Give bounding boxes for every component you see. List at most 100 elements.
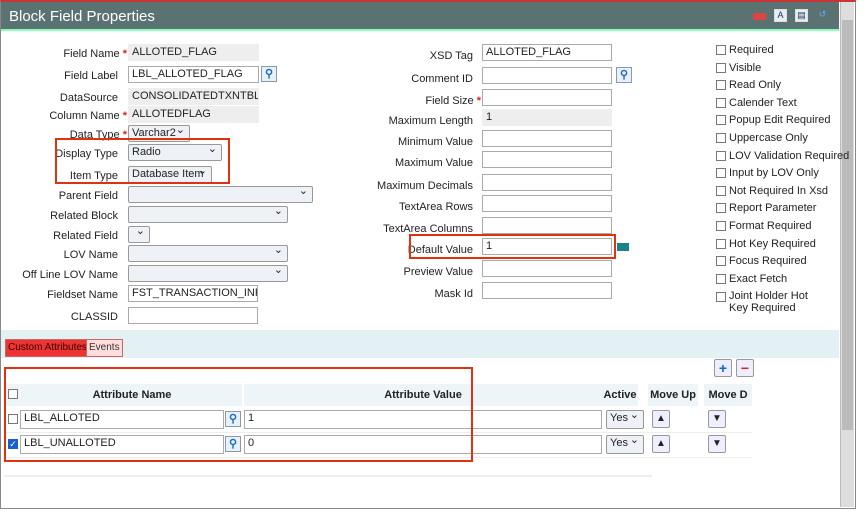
table-row: ✓ LBL_UNALLOTED ⚲ 0 Yes ▲ ▼ — [4, 433, 752, 458]
field_size-label: Field Size * — [425, 95, 481, 107]
checkbox-format-required[interactable]: Format Required — [716, 220, 812, 232]
field_label-label: Field Label — [64, 70, 118, 82]
checkbox-hot-key-required[interactable]: Hot Key Required — [716, 238, 816, 250]
header-attribute-name: Attribute Name — [22, 384, 242, 406]
item_type-label: Item Type — [69, 170, 118, 182]
max_length-label: Maximum Length — [388, 115, 473, 127]
display_type-label: Display Type — [55, 148, 118, 160]
field-label-lookup-icon[interactable]: ⚲ — [261, 66, 277, 82]
related_block-label: Related Block — [50, 210, 118, 222]
classid-label: CLASSID — [70, 311, 118, 323]
parent_field-label: Parent Field — [58, 190, 118, 202]
attribute-name-input[interactable]: LBL_ALLOTED — [20, 410, 224, 429]
max_value-input[interactable] — [482, 151, 612, 168]
checkbox-lov-validation-required[interactable]: LOV Validation Required — [716, 150, 849, 162]
xsd_tag-label: XSD Tag — [429, 50, 473, 62]
min_value-label: Minimum Value — [398, 136, 473, 148]
textarea_cols-input[interactable] — [482, 217, 612, 234]
highlight-attributes — [4, 367, 473, 462]
tab-events[interactable]: Events — [86, 339, 123, 357]
max_value-label: Maximum Value — [394, 157, 473, 169]
column_name-field: ALLOTEDFLAG — [128, 106, 259, 123]
offline_lov-select[interactable] — [128, 263, 288, 282]
window-title: Block Field Properties — [9, 8, 155, 25]
header-move-down: Move D — [704, 384, 752, 406]
remove-row-button[interactable]: − — [736, 359, 754, 377]
fieldset_name-label: Fieldset Name — [47, 289, 118, 301]
tab-custom-attributes[interactable]: Custom Attributes — [5, 339, 90, 357]
highlight-display-item — [55, 138, 230, 184]
active-select[interactable]: Yes — [606, 433, 644, 454]
datasource-field: CONSOLIDATEDTXNTBL — [128, 88, 259, 105]
max_length-input: 1 — [482, 109, 612, 126]
attribute-lookup-icon[interactable]: ⚲ — [225, 436, 241, 452]
checkbox-report-parameter[interactable]: Report Parameter — [716, 202, 816, 214]
attribute-value-input[interactable]: 0 — [244, 435, 602, 454]
lov_name-select[interactable] — [128, 243, 288, 262]
classid-input[interactable] — [128, 307, 258, 324]
mask_id-input[interactable] — [482, 282, 612, 299]
select-all-checkbox[interactable] — [8, 389, 18, 399]
textarea_rows-label: TextArea Rows — [399, 201, 473, 213]
default_value-label: Default Value — [407, 244, 473, 256]
related_block-select[interactable] — [128, 204, 288, 223]
mask_id-label: Mask Id — [434, 288, 473, 300]
vertical-scrollbar[interactable] — [840, 2, 854, 507]
color-swatch — [617, 243, 629, 251]
checkbox-popup-edit-required[interactable]: Popup Edit Required — [716, 114, 831, 126]
checkbox-exact-fetch[interactable]: Exact Fetch — [716, 273, 787, 285]
pdf-icon[interactable]: A — [774, 9, 787, 22]
max_decimals-label: Maximum Decimals — [377, 180, 473, 192]
fieldset_name-input[interactable]: FST_TRANSACTION_INFO — [128, 285, 258, 302]
xsd_tag-input[interactable]: ALLOTED_FLAG — [482, 44, 612, 61]
row-checkbox[interactable]: ✓ — [8, 439, 18, 449]
data_type-select[interactable]: Varchar2 — [128, 123, 190, 142]
divider — [4, 475, 652, 477]
export-icon[interactable]: ▤ — [795, 9, 808, 22]
title-bar: Block Field Properties A ▤ ↺ — [1, 2, 839, 31]
field_label-input[interactable]: LBL_ALLOTED_FLAG — [128, 66, 259, 83]
comment-id-lookup-icon[interactable]: ⚲ — [616, 67, 632, 83]
checkbox-read-only[interactable]: Read Only — [716, 79, 781, 91]
row-checkbox[interactable] — [8, 414, 18, 424]
lov_name-label: LOV Name — [63, 249, 118, 261]
textarea_cols-label: TextArea Columns — [383, 223, 473, 235]
default_value-input[interactable]: 1 — [482, 238, 612, 255]
attribute-lookup-icon[interactable]: ⚲ — [225, 411, 241, 427]
checkbox-joint-holder-hot-key-required[interactable]: Joint Holder Hot Key Required — [716, 290, 826, 314]
minimize-icon[interactable] — [753, 13, 766, 20]
preview_value-label: Preview Value — [403, 266, 474, 278]
parent_field-select[interactable] — [128, 184, 313, 203]
checkbox-not-required-in-xsd[interactable]: Not Required In Xsd — [716, 185, 828, 197]
related_field-select[interactable] — [128, 224, 150, 243]
attribute-name-input[interactable]: LBL_UNALLOTED — [20, 435, 224, 454]
datasource-label: DataSource — [59, 92, 118, 104]
item_type-select[interactable]: Database Item — [128, 164, 212, 183]
field_size-input[interactable] — [482, 89, 612, 106]
max_decimals-input[interactable] — [482, 174, 612, 191]
textarea_rows-input[interactable] — [482, 195, 612, 212]
checkbox-required[interactable]: Required — [716, 44, 774, 56]
help-icon[interactable]: ↺ — [818, 9, 827, 19]
checkbox-input-by-lov-only[interactable]: Input by LOV Only — [716, 167, 819, 179]
min_value-input[interactable] — [482, 130, 612, 147]
move-down-button[interactable]: ▼ — [708, 410, 726, 428]
move-up-button[interactable]: ▲ — [652, 410, 670, 428]
display_type-select[interactable]: Radio — [128, 142, 222, 161]
active-select[interactable]: Yes — [606, 408, 644, 429]
comment_id-input[interactable] — [482, 67, 612, 84]
add-row-button[interactable]: + — [714, 359, 732, 377]
related_field-label: Related Field — [53, 230, 118, 242]
header-active: Active — [602, 384, 638, 406]
move-up-button[interactable]: ▲ — [652, 435, 670, 453]
preview_value-input[interactable] — [482, 260, 612, 277]
checkbox-calender-text[interactable]: Calender Text — [716, 97, 797, 109]
attribute-value-input[interactable]: 1 — [244, 410, 602, 429]
checkbox-uppercase-only[interactable]: Uppercase Only — [716, 132, 808, 144]
checkbox-visible[interactable]: Visible — [716, 62, 761, 74]
checkbox-focus-required[interactable]: Focus Required — [716, 255, 807, 267]
move-down-button[interactable]: ▼ — [708, 435, 726, 453]
highlight-default-value — [409, 234, 616, 259]
table-row: LBL_ALLOTED ⚲ 1 Yes ▲ ▼ — [4, 408, 752, 433]
